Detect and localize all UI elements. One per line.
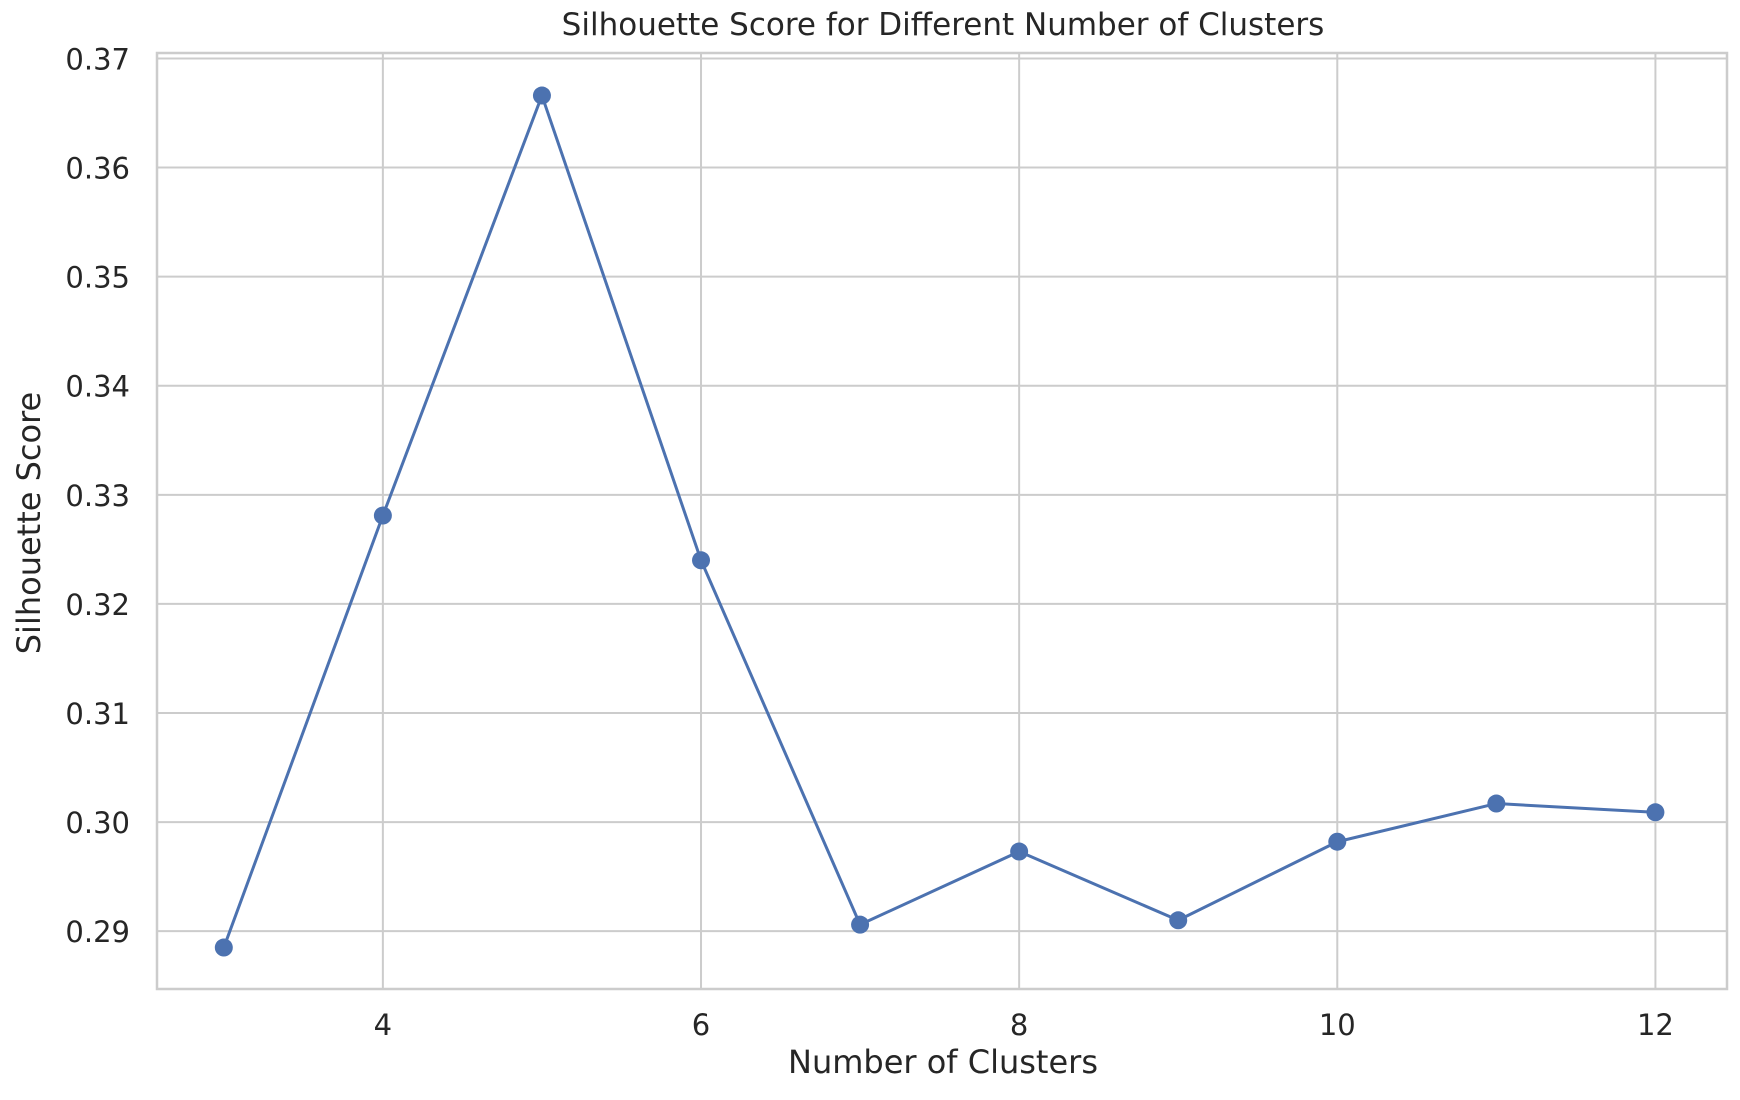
y-axis-label: Silhouette Score (10, 392, 48, 655)
x-tick-label: 8 (1010, 1008, 1028, 1042)
data-point-marker (1487, 794, 1506, 813)
grid-layer (157, 53, 1727, 989)
data-point-marker (532, 86, 551, 105)
data-point-marker (1646, 803, 1665, 822)
tick-label-layer: 4 6 8 10 12 0.29 0.30 0.31 0.32 0.33 0.34 0.35 0.36 0… (65, 42, 1673, 1042)
x-tick-label: 6 (692, 1008, 710, 1042)
data-point-marker (851, 915, 870, 934)
x-tick-label: 10 (1319, 1008, 1356, 1042)
x-axis-label: Number of Clusters (788, 1043, 1098, 1081)
x-tick-label: 4 (374, 1008, 392, 1042)
x-tick-label: 12 (1637, 1008, 1674, 1042)
y-tick-label: 0.33 (65, 479, 130, 513)
y-tick-label: 0.35 (65, 261, 130, 295)
y-tick-label: 0.36 (65, 152, 130, 186)
series-layer (214, 86, 1665, 957)
data-point-marker (373, 506, 392, 525)
y-tick-label: 0.30 (65, 806, 130, 840)
plot-area-frame (155, 51, 1729, 991)
data-point-marker (1010, 842, 1029, 861)
data-point-marker (214, 938, 233, 957)
y-tick-label: 0.32 (65, 588, 130, 622)
series-line (222, 94, 1656, 949)
y-tick-label: 0.37 (65, 42, 130, 76)
y-tick-label: 0.29 (65, 915, 130, 949)
data-point-marker (1169, 911, 1188, 930)
data-point-marker (1328, 832, 1347, 851)
data-point-marker (692, 551, 711, 570)
y-tick-label: 0.31 (65, 697, 130, 731)
y-tick-label: 0.34 (65, 370, 130, 404)
chart-title: Silhouette Score for Different Number of… (562, 7, 1325, 43)
